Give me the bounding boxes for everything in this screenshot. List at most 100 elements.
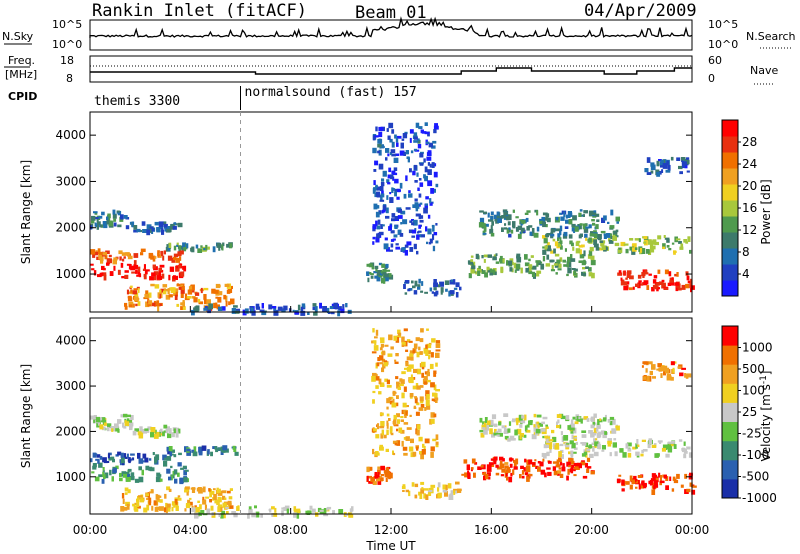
data-cell	[527, 473, 533, 477]
data-cell	[627, 452, 632, 458]
data-cell	[595, 224, 599, 230]
data-cell	[391, 153, 397, 157]
data-cell	[372, 224, 377, 230]
data-cell	[673, 250, 677, 253]
data-cell	[378, 210, 382, 215]
data-cell	[426, 394, 430, 400]
data-cell	[559, 257, 563, 262]
data-cell	[385, 263, 389, 268]
data-cell	[218, 488, 221, 493]
data-cell	[416, 446, 419, 451]
data-cell	[96, 421, 100, 428]
data-cell	[602, 434, 607, 439]
data-cell	[207, 307, 211, 314]
data-cell	[587, 254, 592, 259]
data-cell	[397, 332, 402, 336]
data-cell	[400, 419, 404, 422]
data-cell	[399, 383, 404, 387]
data-cell	[580, 442, 583, 445]
data-cell	[581, 453, 586, 457]
data-cell	[559, 461, 563, 466]
data-cell	[180, 271, 185, 277]
data-cell	[431, 162, 435, 168]
data-cell	[134, 298, 140, 301]
data-cell	[513, 466, 518, 470]
data-cell	[537, 461, 541, 464]
data-cell	[556, 259, 561, 264]
data-cell	[373, 428, 377, 432]
data-cell	[444, 280, 450, 285]
data-cell	[136, 498, 140, 502]
data-cell	[606, 233, 610, 238]
colorbar-tick-label: 28	[742, 135, 757, 149]
data-cell	[385, 467, 390, 473]
data-cell	[620, 277, 623, 281]
data-cell	[334, 307, 340, 310]
data-cell	[590, 416, 595, 422]
data-cell	[283, 506, 288, 511]
data-cell	[133, 253, 139, 258]
data-cell	[134, 478, 140, 483]
data-cell	[122, 422, 125, 428]
data-cell	[459, 286, 462, 291]
data-cell	[224, 497, 227, 500]
data-cell	[505, 473, 508, 477]
data-cell	[593, 243, 599, 248]
data-cell	[215, 448, 219, 453]
data-cell	[648, 273, 652, 276]
data-cell	[558, 242, 562, 247]
data-cell	[399, 378, 403, 382]
data-cell	[419, 219, 424, 223]
data-cell	[92, 252, 96, 258]
freq-trace	[90, 67, 692, 75]
data-cell	[383, 243, 389, 250]
data-cell	[380, 343, 384, 348]
data-cell	[377, 143, 382, 148]
data-cell	[550, 228, 556, 233]
power-data-cells	[90, 122, 695, 317]
data-cell	[207, 306, 211, 310]
colorbar-swatch	[722, 152, 738, 169]
data-cell	[158, 293, 162, 299]
data-cell	[431, 291, 434, 294]
data-cell	[106, 216, 109, 221]
data-cell	[387, 174, 393, 179]
data-cell	[435, 240, 439, 244]
data-cell	[499, 255, 503, 260]
nsearch-tick-top: 10^5	[708, 18, 738, 31]
data-cell	[172, 275, 176, 280]
data-cell	[389, 249, 393, 252]
data-cell	[468, 273, 472, 279]
data-cell	[489, 419, 494, 426]
data-cell	[571, 442, 576, 449]
data-cell	[520, 267, 523, 274]
data-cell	[375, 329, 379, 336]
data-cell	[97, 274, 102, 278]
data-cell	[435, 441, 439, 445]
data-cell	[667, 164, 671, 171]
nave-tick-bottom: 0	[708, 72, 715, 85]
data-cell	[445, 484, 448, 491]
data-cell	[490, 232, 495, 237]
data-cell	[411, 222, 415, 226]
data-cell	[647, 444, 651, 449]
data-cell	[433, 282, 438, 288]
data-cell	[377, 480, 382, 485]
data-cell	[494, 428, 497, 434]
data-cell	[574, 447, 578, 450]
data-cell	[195, 292, 200, 296]
data-cell	[636, 439, 639, 445]
data-cell	[422, 443, 425, 448]
data-cell	[393, 335, 398, 341]
data-cell	[378, 262, 383, 266]
nsearch-label: N.Search	[746, 30, 796, 43]
data-cell	[421, 281, 424, 286]
data-cell	[197, 248, 203, 253]
data-cell	[607, 441, 612, 447]
data-cell	[396, 335, 401, 338]
data-cell	[573, 268, 578, 272]
data-cell	[140, 248, 146, 252]
data-cell	[135, 303, 138, 307]
data-cell	[471, 265, 476, 270]
data-cell	[588, 445, 593, 448]
